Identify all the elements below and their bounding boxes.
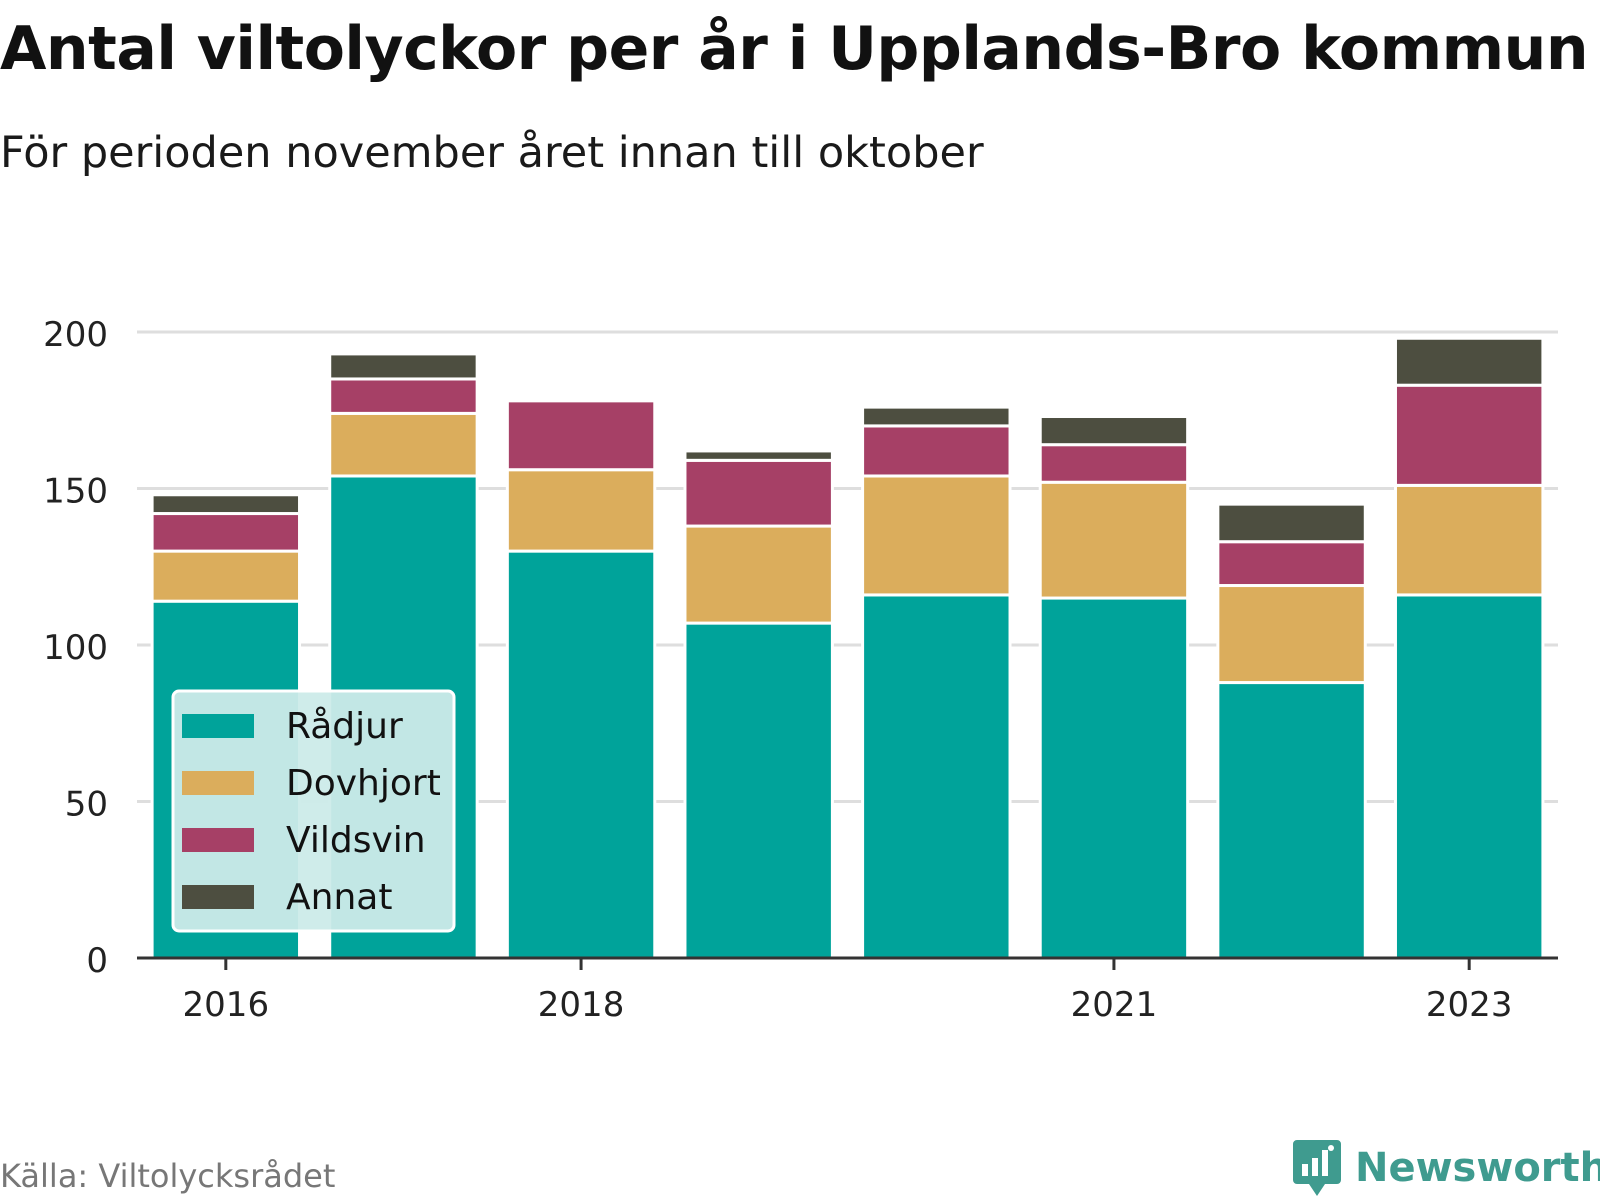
- bar-segment: [150, 493, 302, 516]
- bar-segment: [1216, 584, 1367, 685]
- bar-segment: [861, 474, 1012, 597]
- bar-segment: [328, 352, 479, 381]
- brand-name: Newsworthy: [1355, 1145, 1600, 1191]
- x-tick-label: 2023: [1426, 985, 1513, 1025]
- bar-segment: [328, 377, 479, 415]
- bar-segment: [505, 468, 657, 553]
- legend-label: Dovhjort: [286, 763, 441, 804]
- y-tick-label: 100: [43, 628, 108, 668]
- bar-segment: [861, 424, 1012, 478]
- bar-segment: [150, 549, 302, 603]
- bar-segment: [683, 449, 834, 462]
- bar-segment: [328, 411, 479, 478]
- bar-segment: [683, 458, 834, 528]
- bar-segment: [683, 621, 834, 960]
- y-tick-label: 50: [65, 785, 108, 825]
- x-tick-label: 2016: [183, 985, 270, 1025]
- x-tick-label: 2018: [538, 985, 625, 1025]
- source-note: Källa: Viltolycksrådet: [0, 1157, 336, 1195]
- legend: Rådjur Dovhjort Vildsvin Annat: [171, 689, 456, 933]
- newsworthy-chart-bubble-icon: [1293, 1140, 1341, 1196]
- legend-swatch: [182, 885, 254, 909]
- bar-segment: [505, 549, 657, 960]
- legend-label: Annat: [286, 877, 392, 918]
- bar-segment: [1216, 502, 1367, 544]
- legend-swatch: [182, 714, 254, 738]
- legend-swatch: [182, 828, 254, 852]
- legend-swatch: [182, 771, 254, 795]
- bar-segment: [861, 405, 1012, 428]
- x-tick-label: 2021: [1071, 985, 1158, 1025]
- legend-label: Rådjur: [286, 706, 403, 747]
- chart-title: Antal viltolyckor per år i Upplands-Bro …: [0, 14, 1589, 84]
- bar-segment: [1038, 443, 1190, 484]
- bar-segment: [1393, 593, 1545, 960]
- bar-segment: [1038, 596, 1190, 960]
- bar-segment: [1216, 540, 1367, 588]
- legend-box: [171, 689, 456, 933]
- chart-subtitle: För perioden november året innan till ok…: [0, 128, 984, 178]
- bar-segment: [861, 593, 1012, 960]
- bar-segment: [1038, 415, 1190, 447]
- bar-segment: [1038, 480, 1190, 600]
- bar-segment: [505, 399, 657, 472]
- bar-segment: [1393, 336, 1545, 387]
- legend-label: Vildsvin: [286, 820, 426, 861]
- y-tick-label: 200: [43, 315, 108, 355]
- bar-segment: [150, 512, 302, 553]
- bar-segment: [1393, 383, 1545, 487]
- y-tick-label: 150: [43, 472, 108, 512]
- y-tick-label: 0: [86, 941, 108, 981]
- axes: 0 50 100 150 200 2016 2018 2021 2023: [43, 315, 1558, 1025]
- brand-logo: Newsworthy: [1293, 1140, 1600, 1196]
- bar-segment: [683, 524, 834, 625]
- bar-segment: [1393, 483, 1545, 597]
- bar-segment: [1216, 681, 1367, 960]
